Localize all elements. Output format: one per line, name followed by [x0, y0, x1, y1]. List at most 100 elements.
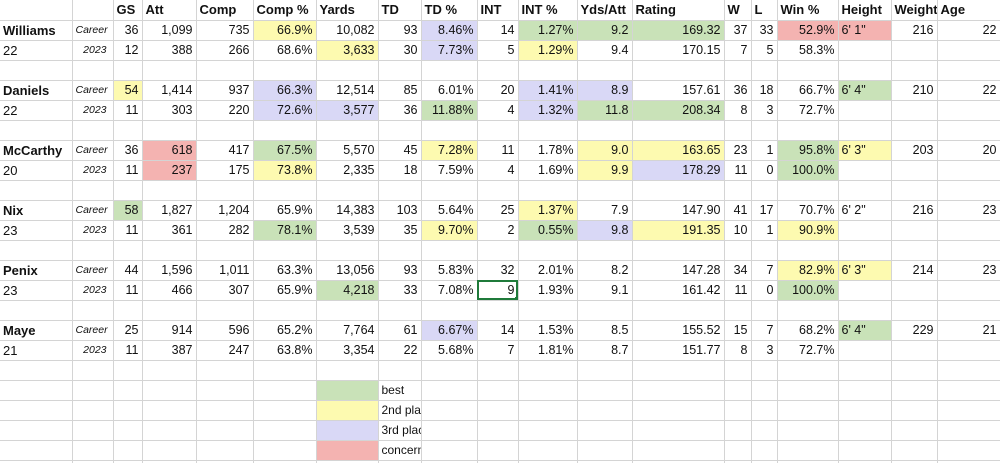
stat-cell-w[interactable]: 23: [724, 140, 752, 161]
stat-cell-comp[interactable]: 67.5%: [253, 140, 317, 161]
stat-cell-win[interactable]: 100.0%: [777, 160, 839, 181]
stat-cell-td[interactable]: 5.68%: [421, 340, 478, 361]
empty-cell[interactable]: [518, 360, 578, 381]
stat-cell-rating[interactable]: 147.28: [632, 260, 725, 281]
empty-cell[interactable]: [477, 60, 519, 81]
stat-cell-w[interactable]: 7: [724, 40, 752, 61]
stat-cell-age[interactable]: 20: [937, 140, 1000, 161]
empty-cell[interactable]: [113, 400, 143, 421]
legend-swatch[interactable]: [316, 440, 379, 461]
stat-cell-int[interactable]: 25: [477, 200, 519, 221]
stat-cell-weight[interactable]: 216: [891, 20, 938, 41]
stat-cell-att[interactable]: 361: [142, 220, 197, 241]
stat-cell-age[interactable]: 23: [937, 200, 1000, 221]
stat-cell-att[interactable]: 1,414: [142, 80, 197, 101]
column-header-int[interactable]: INT %: [518, 0, 578, 21]
stat-cell-yds-att[interactable]: 8.7: [577, 340, 633, 361]
player-name[interactable]: Williams: [0, 20, 73, 41]
empty-cell[interactable]: [518, 240, 578, 261]
empty-cell[interactable]: [72, 360, 114, 381]
empty-cell[interactable]: [477, 380, 519, 401]
empty-cell[interactable]: [838, 360, 892, 381]
empty-cell[interactable]: [477, 420, 519, 441]
empty-cell[interactable]: [196, 360, 254, 381]
empty-cell[interactable]: [891, 240, 938, 261]
stat-cell-comp[interactable]: 65.2%: [253, 320, 317, 341]
stat-cell-win[interactable]: 100.0%: [777, 280, 839, 301]
empty-cell[interactable]: [518, 380, 578, 401]
empty-cell[interactable]: [72, 60, 114, 81]
stat-cell-gs[interactable]: 36: [113, 140, 143, 161]
stat-cell-yards[interactable]: 14,383: [316, 200, 379, 221]
stat-cell-comp[interactable]: 72.6%: [253, 100, 317, 121]
empty-cell[interactable]: [838, 300, 892, 321]
empty-cell[interactable]: [72, 400, 114, 421]
empty-cell[interactable]: [477, 300, 519, 321]
stat-cell-win[interactable]: 72.7%: [777, 340, 839, 361]
row-type-label[interactable]: Career: [72, 140, 114, 161]
stat-cell-comp[interactable]: 282: [196, 220, 254, 241]
empty-cell[interactable]: [751, 300, 778, 321]
empty-cell[interactable]: [421, 460, 478, 463]
empty-cell[interactable]: [0, 400, 73, 421]
legend-swatch[interactable]: [316, 380, 379, 401]
empty-cell[interactable]: [0, 60, 73, 81]
stat-cell-comp[interactable]: 68.6%: [253, 40, 317, 61]
empty-cell[interactable]: [72, 380, 114, 401]
player-age[interactable]: 21: [0, 340, 73, 361]
column-header-comp[interactable]: Comp: [196, 0, 254, 21]
empty-cell[interactable]: [421, 120, 478, 141]
stat-cell-gs[interactable]: 11: [113, 220, 143, 241]
stat-cell-rating[interactable]: 191.35: [632, 220, 725, 241]
empty-cell[interactable]: [421, 60, 478, 81]
empty-cell[interactable]: [421, 380, 478, 401]
stat-cell-td[interactable]: 9.70%: [421, 220, 478, 241]
empty-cell[interactable]: [421, 180, 478, 201]
stat-cell-yds-att[interactable]: 11.8: [577, 100, 633, 121]
stat-cell-td[interactable]: 22: [378, 340, 422, 361]
stat-cell-td[interactable]: 7.08%: [421, 280, 478, 301]
empty-cell[interactable]: [316, 300, 379, 321]
empty-cell[interactable]: [777, 420, 839, 441]
stat-cell-int[interactable]: 1.81%: [518, 340, 578, 361]
stat-cell-td[interactable]: 103: [378, 200, 422, 221]
stat-cell-td[interactable]: 7.73%: [421, 40, 478, 61]
empty-cell[interactable]: [632, 360, 725, 381]
stat-cell-td[interactable]: 6.01%: [421, 80, 478, 101]
empty-cell[interactable]: [378, 360, 422, 381]
stat-cell-int[interactable]: 9: [477, 280, 519, 301]
stat-cell-att[interactable]: 914: [142, 320, 197, 341]
stat-cell-weight[interactable]: 214: [891, 260, 938, 281]
empty-cell[interactable]: [253, 400, 317, 421]
stat-cell-int[interactable]: 5: [477, 40, 519, 61]
empty-cell[interactable]: [477, 360, 519, 381]
stat-cell-comp[interactable]: 65.9%: [253, 200, 317, 221]
player-name[interactable]: McCarthy: [0, 140, 73, 161]
stat-cell-td[interactable]: 5.64%: [421, 200, 478, 221]
stat-cell-yards[interactable]: 13,056: [316, 260, 379, 281]
stat-cell-att[interactable]: 237: [142, 160, 197, 181]
row-type-label[interactable]: 2023: [72, 100, 114, 121]
empty-cell[interactable]: [113, 360, 143, 381]
empty-cell[interactable]: [838, 120, 892, 141]
stat-cell-weight[interactable]: [891, 220, 938, 241]
stat-cell-weight[interactable]: [891, 100, 938, 121]
stat-cell-int[interactable]: 2: [477, 220, 519, 241]
legend-label[interactable]: concerns: [378, 440, 422, 461]
empty-cell[interactable]: [253, 180, 317, 201]
column-header-l[interactable]: L: [751, 0, 778, 21]
empty-cell[interactable]: [577, 440, 633, 461]
empty-cell[interactable]: [937, 400, 1000, 421]
stat-cell-l[interactable]: 18: [751, 80, 778, 101]
stat-cell-height[interactable]: 6' 2": [838, 200, 892, 221]
stat-cell-gs[interactable]: 44: [113, 260, 143, 281]
stat-cell-height[interactable]: 6' 4": [838, 320, 892, 341]
empty-cell[interactable]: [751, 60, 778, 81]
stat-cell-l[interactable]: 0: [751, 280, 778, 301]
row-type-label[interactable]: Career: [72, 260, 114, 281]
stat-cell-comp[interactable]: 266: [196, 40, 254, 61]
stat-cell-height[interactable]: 6' 3": [838, 140, 892, 161]
legend-swatch[interactable]: [316, 400, 379, 421]
stat-cell-comp[interactable]: 63.8%: [253, 340, 317, 361]
empty-cell[interactable]: [477, 400, 519, 421]
